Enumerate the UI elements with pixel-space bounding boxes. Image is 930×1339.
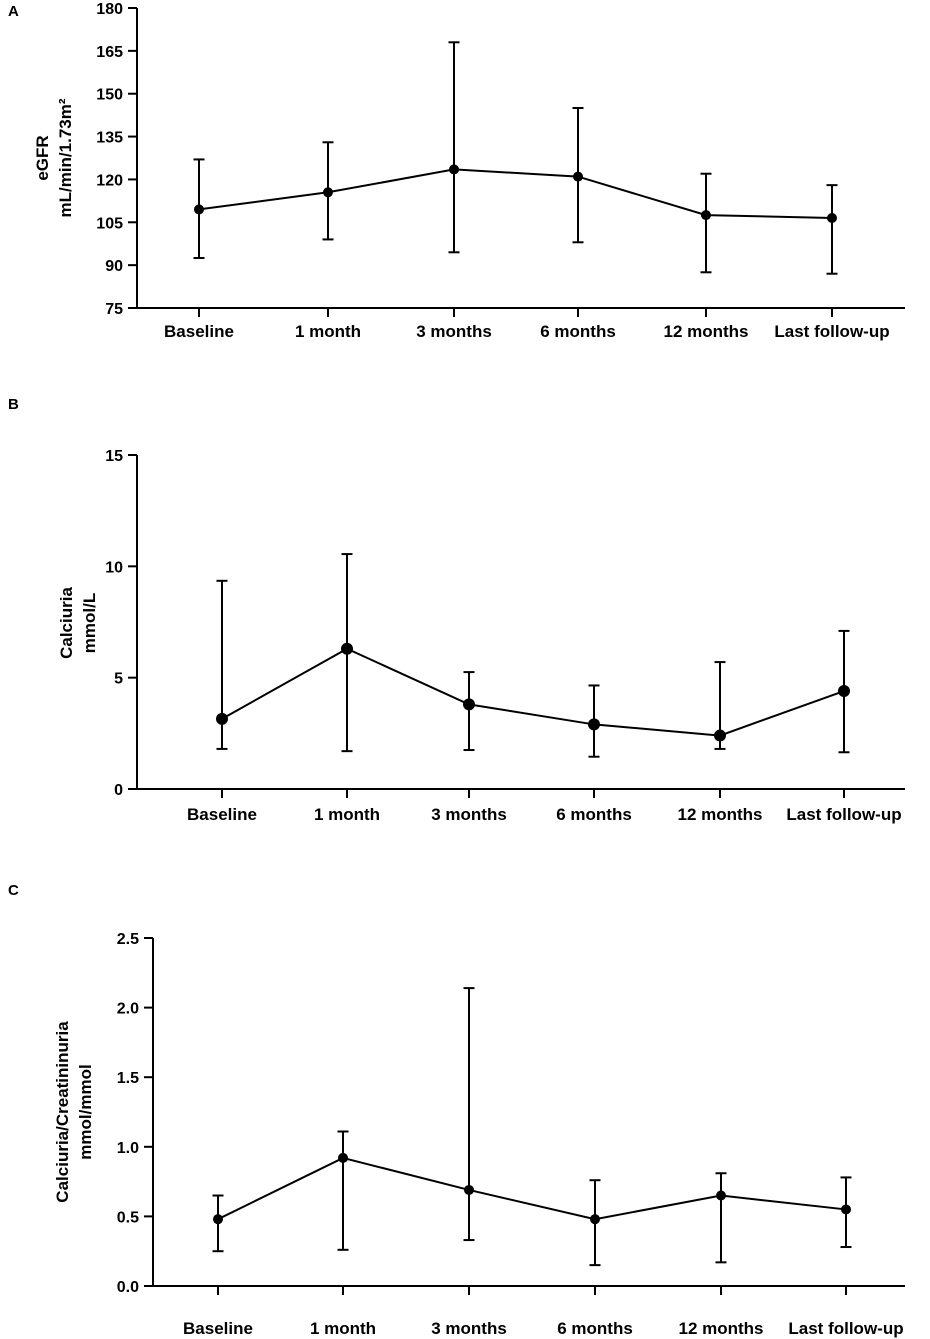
x-tick-label: Baseline bbox=[187, 805, 257, 824]
x-tick-label: 6 months bbox=[556, 805, 632, 824]
y-tick-label: 1.0 bbox=[117, 1140, 139, 1157]
panel-a: A 75 90 105 120 135 150 165 180 Baseline 1 month 3 … bbox=[8, 1, 905, 341]
series-line bbox=[198, 168, 833, 219]
y-tick-label: 150 bbox=[96, 87, 123, 104]
panel-letter: C bbox=[8, 882, 19, 899]
y-axis-title: Calciuria bbox=[57, 587, 76, 659]
y-axis-unit: mmol/mmol bbox=[76, 1064, 95, 1159]
data-point bbox=[338, 1152, 348, 1163]
data-point bbox=[216, 712, 228, 725]
x-tick-label: 6 months bbox=[540, 322, 616, 341]
y-tick-label: 135 bbox=[96, 130, 123, 147]
y-axis-title: eGFR bbox=[33, 135, 52, 180]
y-tick-label: 0.5 bbox=[117, 1209, 139, 1226]
y-axis-unit: mL/min/1.73m² bbox=[56, 98, 75, 217]
x-tick-label: Last follow-up bbox=[788, 1319, 903, 1338]
y-tick-label: 15 bbox=[105, 448, 123, 465]
x-tick-label: 3 months bbox=[416, 322, 492, 341]
data-point bbox=[464, 1184, 474, 1195]
y-tick-label: 75 bbox=[105, 301, 123, 318]
y-tick-label: 10 bbox=[105, 559, 123, 576]
x-tick-label: Baseline bbox=[164, 322, 234, 341]
y-tick-label: 90 bbox=[105, 258, 123, 275]
y-tick-label: 1.5 bbox=[117, 1070, 139, 1087]
data-point bbox=[838, 685, 850, 698]
panel-letter: B bbox=[8, 396, 19, 413]
data-point bbox=[716, 1190, 726, 1201]
panel-letter: A bbox=[8, 3, 19, 20]
data-point bbox=[714, 729, 726, 742]
y-tick-label: 180 bbox=[96, 1, 123, 18]
y-tick-label: 2.0 bbox=[117, 1001, 139, 1018]
x-tick-label: 1 month bbox=[314, 805, 380, 824]
data-point bbox=[213, 1214, 223, 1225]
panel-c: C 0.0 0.5 1.0 1.5 2.0 2.5 Baseline 1 month 3 mont… bbox=[8, 882, 905, 1338]
x-tick-label: 6 months bbox=[557, 1319, 633, 1338]
y-tick-label: 0.0 bbox=[117, 1279, 139, 1296]
y-axis-unit: mmol/L bbox=[80, 593, 99, 653]
x-tick-label: Baseline bbox=[183, 1319, 253, 1338]
x-tick-label: Last follow-up bbox=[774, 322, 889, 341]
x-tick-label: 1 month bbox=[295, 322, 361, 341]
y-tick-label: 105 bbox=[96, 215, 123, 232]
y-tick-label: 165 bbox=[96, 44, 123, 61]
data-point bbox=[573, 171, 583, 182]
y-tick-label: 0 bbox=[114, 782, 123, 799]
data-point bbox=[194, 204, 204, 215]
x-tick-label: 1 month bbox=[310, 1319, 376, 1338]
y-tick-label: 120 bbox=[96, 172, 123, 189]
panel-b: B 0 5 10 15 Baseline 1 month 3 months 6 months 12… bbox=[8, 396, 905, 824]
x-tick-label: 12 months bbox=[678, 1319, 763, 1338]
data-point bbox=[588, 718, 600, 731]
y-tick-label: 2.5 bbox=[117, 931, 139, 948]
y-axis-title: Calciuria/Creatininuria bbox=[53, 1021, 72, 1203]
series-line bbox=[221, 647, 845, 737]
data-point bbox=[449, 164, 459, 175]
x-tick-label: 3 months bbox=[431, 1319, 507, 1338]
y-tick-label: 5 bbox=[114, 671, 123, 688]
x-tick-label: 12 months bbox=[663, 322, 748, 341]
series-line bbox=[217, 1156, 847, 1221]
data-point bbox=[827, 213, 837, 223]
data-point bbox=[841, 1204, 851, 1215]
data-point bbox=[463, 698, 475, 711]
x-tick-label: 3 months bbox=[431, 805, 507, 824]
data-point bbox=[323, 187, 333, 198]
data-point bbox=[341, 642, 353, 655]
x-tick-label: 12 months bbox=[677, 805, 762, 824]
data-point bbox=[590, 1214, 600, 1225]
x-tick-label: Last follow-up bbox=[786, 805, 901, 824]
data-point bbox=[701, 210, 711, 221]
